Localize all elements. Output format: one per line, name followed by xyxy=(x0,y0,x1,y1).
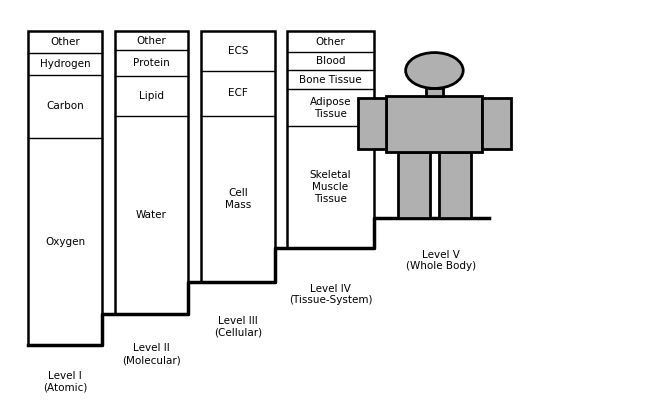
Bar xyxy=(115,31,188,314)
Text: Other: Other xyxy=(137,36,166,46)
Text: Level IV
(Tissue-System): Level IV (Tissue-System) xyxy=(289,284,372,305)
Text: ECF: ECF xyxy=(228,88,248,99)
Text: Other: Other xyxy=(315,36,345,46)
Text: Hydrogen: Hydrogen xyxy=(40,59,90,69)
Text: Oxygen: Oxygen xyxy=(45,237,85,246)
Bar xyxy=(386,97,482,152)
Text: Level V
(Whole Body): Level V (Whole Body) xyxy=(406,250,476,271)
Bar xyxy=(358,98,386,149)
Bar xyxy=(287,31,373,248)
Text: Cell
Mass: Cell Mass xyxy=(224,188,251,210)
Text: Level III
(Cellular): Level III (Cellular) xyxy=(213,316,262,337)
Text: Lipid: Lipid xyxy=(139,91,164,101)
Text: Bone Tissue: Bone Tissue xyxy=(299,74,362,84)
Bar xyxy=(201,31,275,282)
Text: Water: Water xyxy=(136,210,167,219)
Text: Adipose
Tissue: Adipose Tissue xyxy=(310,97,352,118)
Text: Skeletal
Muscle
Tissue: Skeletal Muscle Tissue xyxy=(310,170,352,204)
Text: Other: Other xyxy=(50,37,80,47)
Text: Protein: Protein xyxy=(133,58,170,68)
Text: Carbon: Carbon xyxy=(46,101,84,111)
Text: Level I
(Atomic): Level I (Atomic) xyxy=(43,371,87,393)
Bar xyxy=(482,98,511,149)
Bar xyxy=(426,88,443,97)
Bar xyxy=(439,152,471,218)
Circle shape xyxy=(406,53,463,88)
Text: Blood: Blood xyxy=(316,56,345,66)
Bar xyxy=(28,31,102,345)
Bar xyxy=(397,152,430,218)
Text: ECS: ECS xyxy=(228,46,248,56)
Text: Level II
(Molecular): Level II (Molecular) xyxy=(122,343,181,365)
